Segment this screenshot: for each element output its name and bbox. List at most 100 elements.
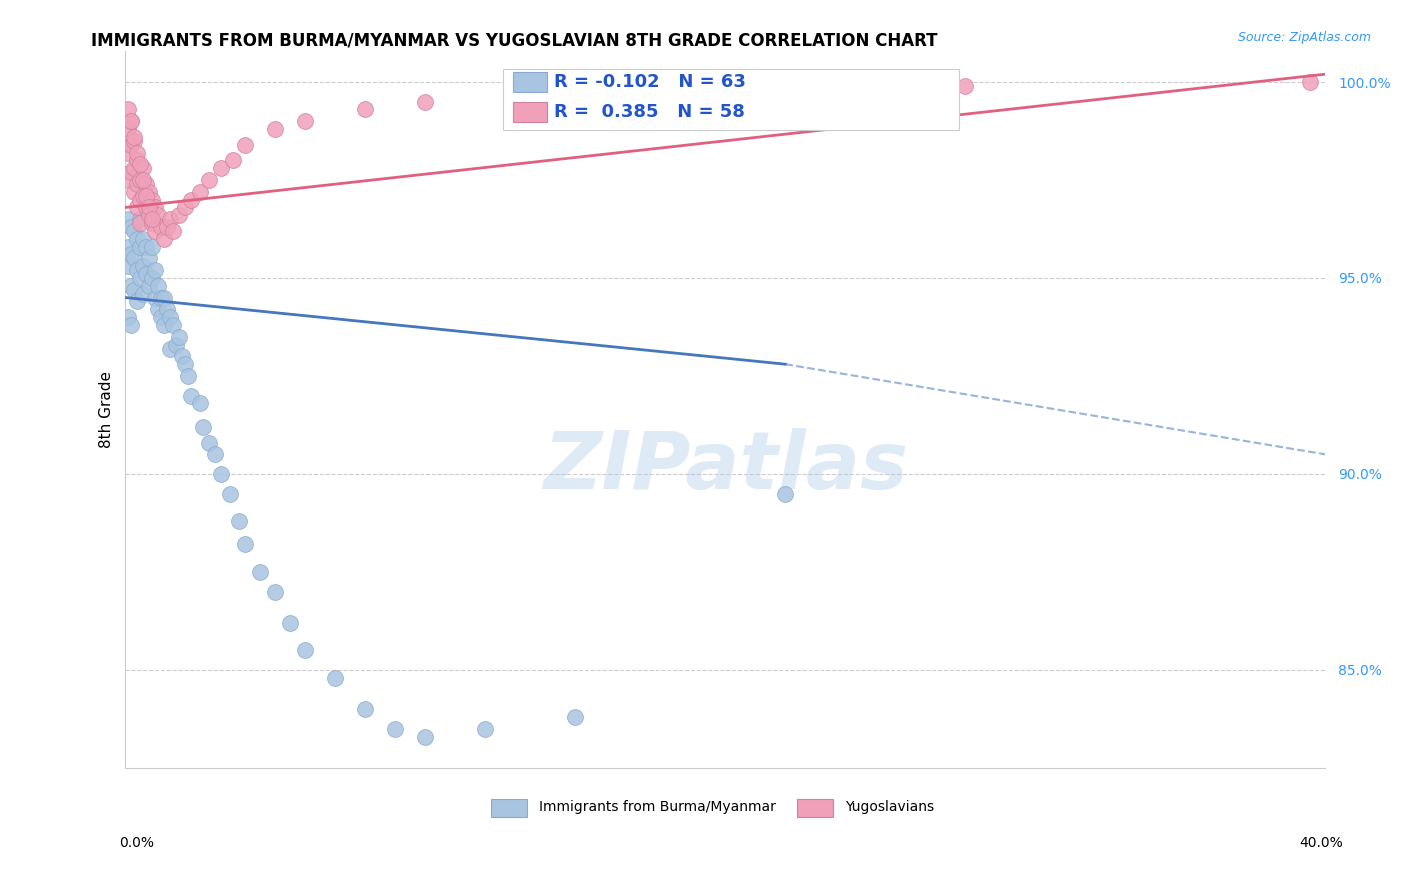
FancyBboxPatch shape — [503, 69, 959, 129]
Point — [415, 95, 437, 109]
Point — [138, 278, 160, 293]
Point — [162, 224, 184, 238]
Text: Source: ZipAtlas.com: Source: ZipAtlas.com — [1237, 31, 1371, 45]
Point — [384, 722, 406, 736]
Point — [148, 278, 170, 293]
Text: 0.0%: 0.0% — [120, 836, 155, 850]
Point — [505, 91, 527, 105]
Point — [190, 185, 212, 199]
Point — [166, 337, 188, 351]
Point — [145, 291, 167, 305]
Point — [264, 584, 287, 599]
Point — [132, 259, 155, 273]
Point — [127, 201, 149, 215]
FancyBboxPatch shape — [491, 798, 527, 816]
Point — [132, 188, 155, 202]
Point — [172, 350, 194, 364]
Text: Immigrants from Burma/Myanmar: Immigrants from Burma/Myanmar — [540, 800, 776, 814]
Point — [121, 220, 143, 235]
Point — [775, 486, 797, 500]
Point — [193, 420, 215, 434]
Point — [235, 537, 257, 551]
Point — [156, 220, 179, 235]
Point — [117, 122, 139, 136]
Point — [174, 357, 197, 371]
Point — [135, 177, 157, 191]
Point — [135, 188, 157, 202]
Point — [127, 153, 149, 168]
Point — [219, 486, 242, 500]
FancyBboxPatch shape — [797, 798, 834, 816]
Point — [159, 310, 181, 325]
Point — [127, 294, 149, 309]
Point — [198, 435, 221, 450]
Point — [249, 565, 271, 579]
Point — [121, 114, 143, 128]
Point — [153, 318, 176, 332]
Point — [177, 368, 200, 383]
Point — [156, 302, 179, 317]
Point — [132, 286, 155, 301]
Point — [129, 173, 152, 187]
Point — [145, 263, 167, 277]
Text: R = -0.102   N = 63: R = -0.102 N = 63 — [554, 73, 745, 91]
Point — [129, 271, 152, 285]
Point — [198, 173, 221, 187]
Point — [159, 212, 181, 227]
FancyBboxPatch shape — [513, 103, 547, 122]
Point — [124, 252, 146, 266]
Point — [121, 247, 143, 261]
Point — [180, 388, 202, 402]
Point — [124, 161, 146, 176]
Point — [955, 78, 977, 93]
Point — [138, 252, 160, 266]
Point — [222, 153, 245, 168]
Point — [124, 185, 146, 199]
Point — [129, 216, 152, 230]
Point — [121, 165, 143, 179]
Point — [150, 310, 173, 325]
Point — [127, 263, 149, 277]
Point — [127, 145, 149, 160]
Point — [148, 302, 170, 317]
Text: R =  0.385   N = 58: R = 0.385 N = 58 — [554, 103, 745, 121]
Point — [180, 193, 202, 207]
Point — [121, 278, 143, 293]
Point — [141, 239, 163, 253]
Point — [124, 283, 146, 297]
Point — [145, 201, 167, 215]
Point — [228, 514, 250, 528]
Point — [294, 114, 316, 128]
Point — [117, 259, 139, 273]
Point — [135, 201, 157, 215]
Point — [124, 129, 146, 144]
Point — [124, 134, 146, 148]
Point — [132, 173, 155, 187]
Point — [129, 239, 152, 253]
FancyBboxPatch shape — [513, 72, 547, 92]
Point — [148, 208, 170, 222]
Point — [127, 177, 149, 191]
Point — [129, 193, 152, 207]
Point — [141, 271, 163, 285]
Point — [190, 396, 212, 410]
Point — [415, 730, 437, 744]
Point — [150, 291, 173, 305]
Text: ZIPatlas: ZIPatlas — [543, 427, 908, 506]
Y-axis label: 8th Grade: 8th Grade — [100, 371, 114, 448]
Point — [1299, 75, 1322, 89]
Point — [354, 103, 377, 117]
Point — [474, 722, 496, 736]
Point — [117, 310, 139, 325]
Point — [280, 615, 302, 630]
Point — [121, 114, 143, 128]
Point — [211, 467, 233, 481]
Point — [354, 702, 377, 716]
Point — [235, 137, 257, 152]
Point — [132, 161, 155, 176]
Point — [124, 224, 146, 238]
Point — [162, 318, 184, 332]
Point — [609, 87, 631, 101]
Point — [138, 201, 160, 215]
Point — [159, 342, 181, 356]
